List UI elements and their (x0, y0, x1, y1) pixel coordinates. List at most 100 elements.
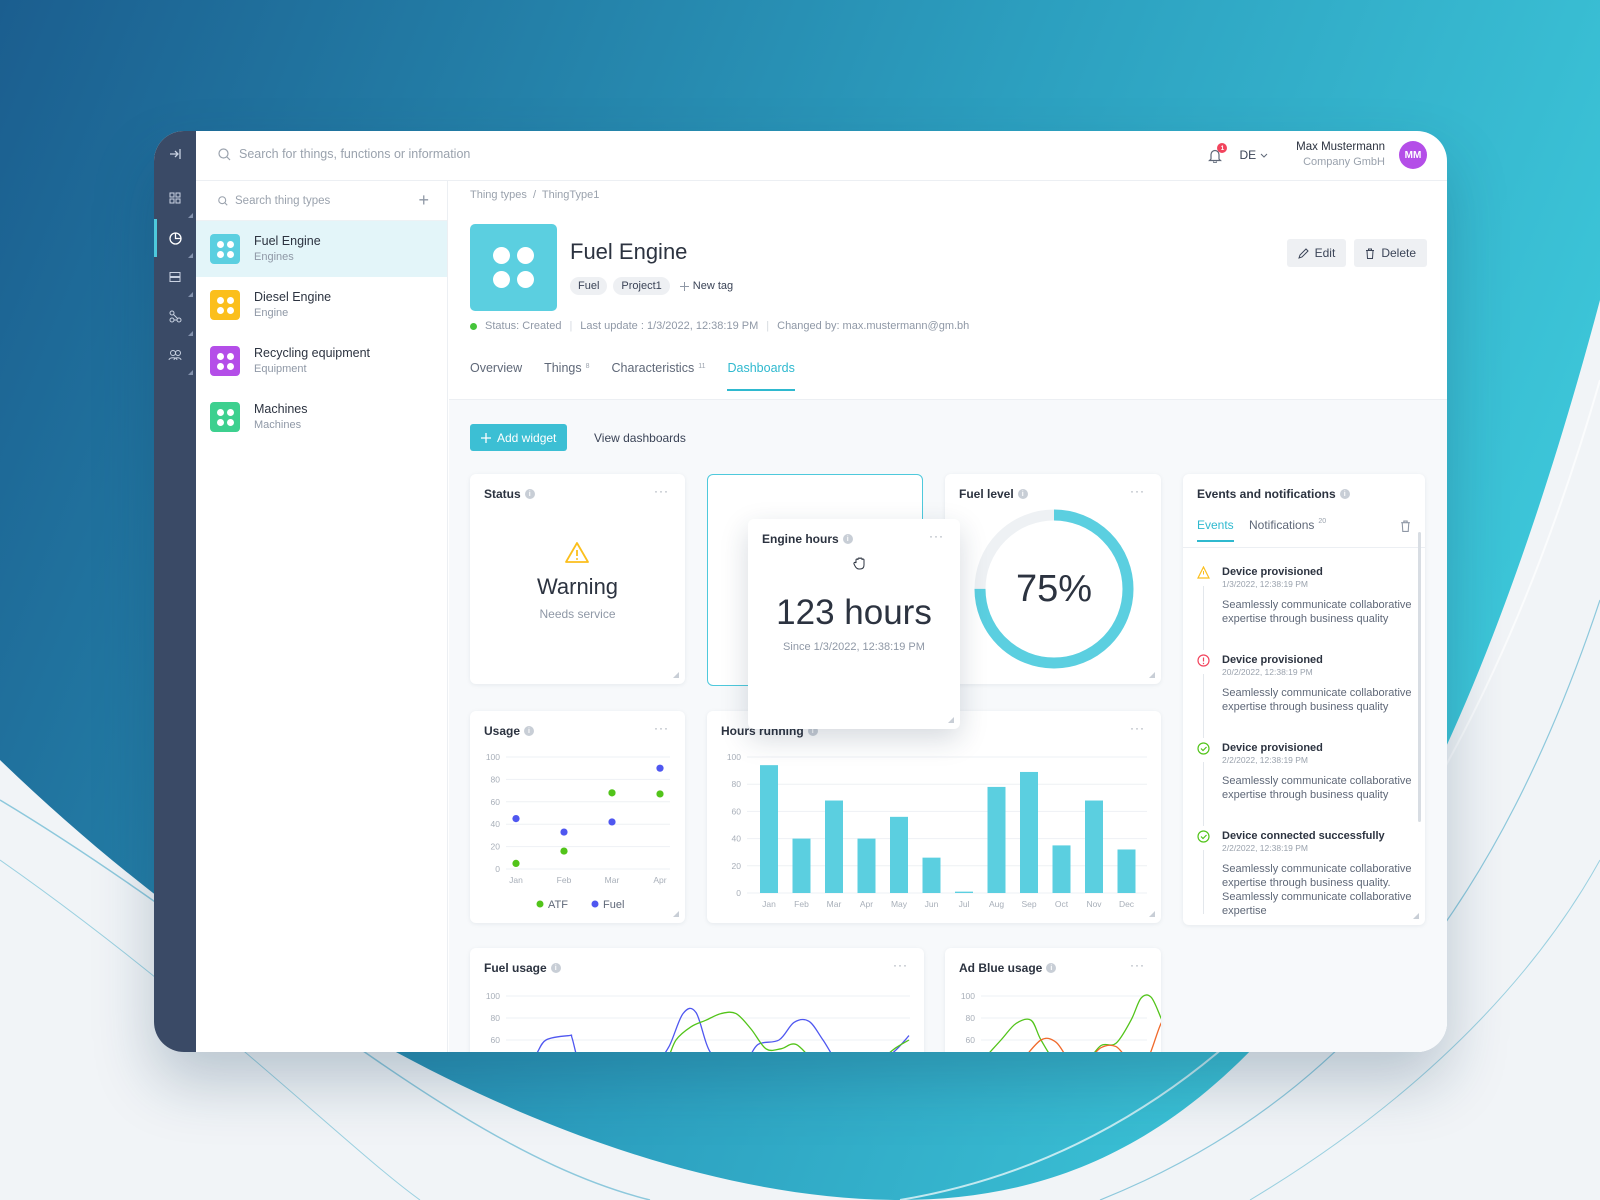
sidebar-item[interactable]: Recycling equipment Equipment (196, 333, 447, 389)
bar[interactable] (760, 765, 778, 893)
global-search-placeholder[interactable]: Search for things, functions or informat… (239, 147, 471, 161)
data-point[interactable] (608, 789, 616, 797)
resize-handle[interactable] (1413, 913, 1419, 919)
user-info[interactable]: Max Mustermann Company GmbH (1296, 140, 1385, 170)
info-icon[interactable]: i (524, 489, 535, 499)
tab-notifications[interactable]: Notifications 20 (1249, 518, 1326, 532)
more-menu-icon[interactable]: ··· (1130, 958, 1145, 972)
bar[interactable] (922, 857, 941, 893)
events-widget[interactable]: Events and notifications i Events Notific… (1183, 474, 1425, 925)
tab-overview[interactable]: Overview (470, 361, 522, 391)
more-menu-icon[interactable]: ··· (1130, 484, 1145, 498)
dashboard-grid-icon[interactable] (164, 187, 186, 209)
info-icon[interactable]: i (524, 726, 535, 736)
resize-handle[interactable] (948, 717, 954, 723)
changed-by-text: Changed by: max.mustermann@gm.bh (777, 320, 970, 332)
x-tick-label: Feb (557, 875, 572, 885)
more-menu-icon[interactable]: ··· (654, 484, 669, 498)
adblue-usage-widget[interactable]: Ad Blue usage i ··· 60 80 100 (945, 948, 1161, 1052)
sidebar-item[interactable]: Machines Machines (196, 389, 447, 445)
data-point[interactable] (656, 764, 664, 772)
data-point[interactable] (608, 818, 616, 826)
fuel-usage-widget[interactable]: Fuel usage i ··· 60 80 100 (470, 948, 924, 1052)
info-icon[interactable]: i (807, 726, 818, 736)
sidebar-item[interactable]: Fuel Engine Engines (196, 221, 447, 277)
x-tick-label: Mar (827, 899, 842, 909)
thing-type-search[interactable]: Search thing types + (196, 181, 447, 221)
new-tag-button[interactable]: New tag (679, 280, 733, 292)
series-line[interactable] (1021, 1011, 1161, 1052)
status-text: Status: Created (485, 320, 562, 332)
data-point[interactable] (560, 828, 568, 836)
series-line[interactable] (656, 1011, 910, 1052)
more-menu-icon[interactable]: ··· (1130, 721, 1145, 735)
add-widget-button[interactable]: Add widget (470, 424, 568, 451)
data-point[interactable] (656, 790, 664, 798)
more-menu-icon[interactable]: ··· (654, 721, 669, 735)
language-select[interactable]: DE (1239, 148, 1268, 162)
sidebar-item[interactable]: Diesel Engine Engine (196, 277, 447, 333)
bar[interactable] (857, 838, 876, 893)
x-tick-label: Sep (1021, 899, 1036, 909)
event-body: Seamlessly communicate collaborative exp… (1222, 863, 1412, 917)
more-menu-icon[interactable]: ··· (893, 958, 908, 972)
data-point[interactable] (512, 859, 520, 867)
delete-button[interactable]: Delete (1354, 239, 1427, 267)
add-thing-type-button[interactable]: + (418, 190, 429, 210)
info-icon[interactable]: i (1017, 489, 1028, 499)
y-tick-label: 100 (486, 991, 500, 1001)
bar[interactable] (955, 891, 973, 893)
series-line[interactable] (506, 1007, 910, 1052)
tab-events[interactable]: Events (1197, 518, 1234, 542)
language-value: DE (1239, 148, 1257, 162)
event-title: Device connected successfully (1222, 830, 1385, 842)
bar[interactable] (1052, 845, 1071, 893)
tag[interactable]: Project1 (613, 277, 670, 295)
data-point[interactable] (512, 815, 520, 823)
connections-icon[interactable] (164, 305, 186, 327)
info-icon[interactable]: i (1046, 963, 1057, 973)
tab-things[interactable]: Things 8 (544, 361, 589, 391)
bar[interactable] (825, 800, 843, 893)
series-line[interactable] (981, 994, 1161, 1052)
bar[interactable] (1020, 771, 1038, 893)
users-icon[interactable] (164, 344, 186, 366)
resize-handle[interactable] (1149, 672, 1155, 678)
bar[interactable] (890, 816, 908, 893)
tab-characteristics[interactable]: Characteristics 11 (612, 361, 706, 391)
thing-type-search-placeholder[interactable]: Search thing types (235, 194, 331, 207)
info-icon[interactable]: i (842, 534, 853, 544)
bar[interactable] (792, 838, 811, 893)
collapse-icon[interactable] (164, 143, 186, 165)
tab-dashboards[interactable]: Dashboards (727, 361, 795, 391)
storage-icon[interactable] (164, 266, 186, 288)
edit-button[interactable]: Edit (1286, 239, 1347, 267)
fuel-level-widget[interactable]: Fuel level i ··· 75% (945, 474, 1161, 684)
bar[interactable] (987, 786, 1006, 893)
breadcrumb-root[interactable]: Thing types (470, 189, 527, 201)
info-icon[interactable]: i (550, 963, 561, 973)
scrollbar[interactable] (1418, 532, 1421, 822)
avatar[interactable]: MM (1399, 141, 1427, 169)
bar[interactable] (1117, 849, 1136, 893)
resize-handle[interactable] (673, 911, 679, 917)
resize-handle[interactable] (673, 672, 679, 678)
notifications-button[interactable]: 1 (1205, 143, 1228, 165)
engine-hours-widget[interactable]: Engine hours i ··· 123 hours Since 1/3/20… (748, 519, 960, 729)
more-menu-icon[interactable]: ··· (929, 529, 944, 543)
check-circle-icon (1197, 742, 1210, 755)
search-icon (218, 195, 228, 206)
usage-widget[interactable]: Usage i ··· 0 20 40 60 80 100 Jan Feb Mar Apr ATF Fu… (470, 711, 685, 923)
trash-icon[interactable] (1400, 520, 1411, 532)
data-point[interactable] (560, 847, 568, 855)
resize-handle[interactable] (1149, 911, 1155, 917)
hours-running-widget[interactable]: Hours running i ··· 0 20 40 60 80 100 Jan Feb Mar… (707, 711, 1161, 923)
y-tick-label: 80 (966, 1013, 976, 1023)
bar[interactable] (1085, 800, 1103, 893)
status-widget[interactable]: Status i ··· Warning Needs service (470, 474, 685, 684)
view-dashboards-link[interactable]: View dashboards (594, 431, 686, 445)
tag[interactable]: Fuel (570, 277, 608, 295)
info-icon[interactable]: i (1339, 489, 1350, 499)
global-search[interactable]: Search for things, functions or informat… (218, 147, 470, 161)
thing-types-icon[interactable] (164, 227, 186, 249)
